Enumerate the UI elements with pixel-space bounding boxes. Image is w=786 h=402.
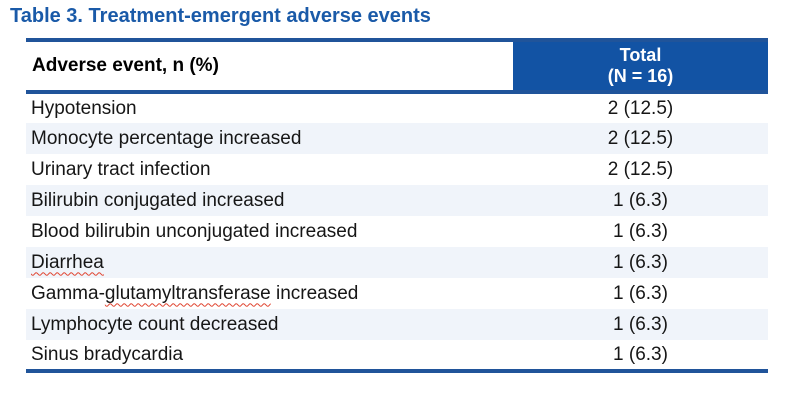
count-percent-cell: 2 (12.5): [607, 127, 674, 149]
adverse-event-cell: Urinary tract infection: [31, 158, 211, 180]
table-row: Monocyte percentage increased 2 (12.5): [26, 123, 768, 154]
count-percent-cell: 1 (6.3): [613, 220, 668, 242]
adverse-event-cell: Bilirubin conjugated increased: [31, 189, 285, 211]
count-percent-cell: 2 (12.5): [607, 97, 674, 119]
adverse-events-table: Adverse event, n (%) Total (N = 16) Hypo…: [26, 38, 768, 373]
count-percent-cell: 1 (6.3): [613, 282, 668, 304]
table-title: Table 3. Treatment-emergent adverse even…: [10, 5, 431, 27]
table-row: Gamma-glutamyltransferase increased 1 (6.…: [26, 278, 768, 309]
spellcheck-underlined-word: Diarrhea: [31, 251, 104, 273]
table-body: Hypotension 2 (12.5) Monocyte percentage i…: [26, 92, 768, 371]
adverse-event-cell: Gamma-glutamyltransferase increased: [31, 282, 359, 304]
table-row: Diarrhea 1 (6.3): [26, 247, 768, 278]
count-percent-cell: 2 (12.5): [607, 158, 674, 180]
table-row: Urinary tract infection 2 (12.5): [26, 154, 768, 185]
table-header: Adverse event, n (%) Total (N = 16): [26, 40, 768, 94]
header-row: Adverse event, n (%) Total (N = 16): [26, 40, 768, 94]
table-row: Bilirubin conjugated increased 1 (6.3): [26, 185, 768, 216]
adverse-event-cell: Sinus bradycardia: [31, 343, 184, 365]
count-percent-cell: 1 (6.3): [613, 251, 668, 273]
count-percent-cell: 1 (6.3): [613, 189, 668, 211]
count-percent-cell: 1 (6.3): [613, 343, 668, 365]
spellcheck-underlined-word: glutamyltransferase: [104, 282, 271, 304]
adverse-event-cell: Blood bilirubin unconjugated increased: [31, 220, 358, 242]
sample-size-label: (N = 16): [607, 66, 674, 86]
adverse-event-cell: Diarrhea: [26, 247, 513, 278]
adverse-event-cell: Lymphocyte count decreased: [31, 313, 279, 335]
table-row: Hypotension 2 (12.5): [26, 92, 768, 123]
column-header-adverse-event: Adverse event, n (%): [26, 40, 513, 94]
adverse-event-cell: Monocyte percentage increased: [31, 127, 302, 149]
adverse-event-cell: Hypotension: [31, 97, 137, 119]
table-row: Blood bilirubin unconjugated increased 1 …: [26, 216, 768, 247]
column-header-total: Total (N = 16): [513, 40, 768, 94]
table-row: Sinus bradycardia 1 (6.3): [26, 340, 768, 371]
table-row: Lymphocyte count decreased 1 (6.3): [26, 309, 768, 340]
count-percent-cell: 1 (6.3): [613, 313, 668, 335]
total-label: Total: [619, 45, 662, 65]
